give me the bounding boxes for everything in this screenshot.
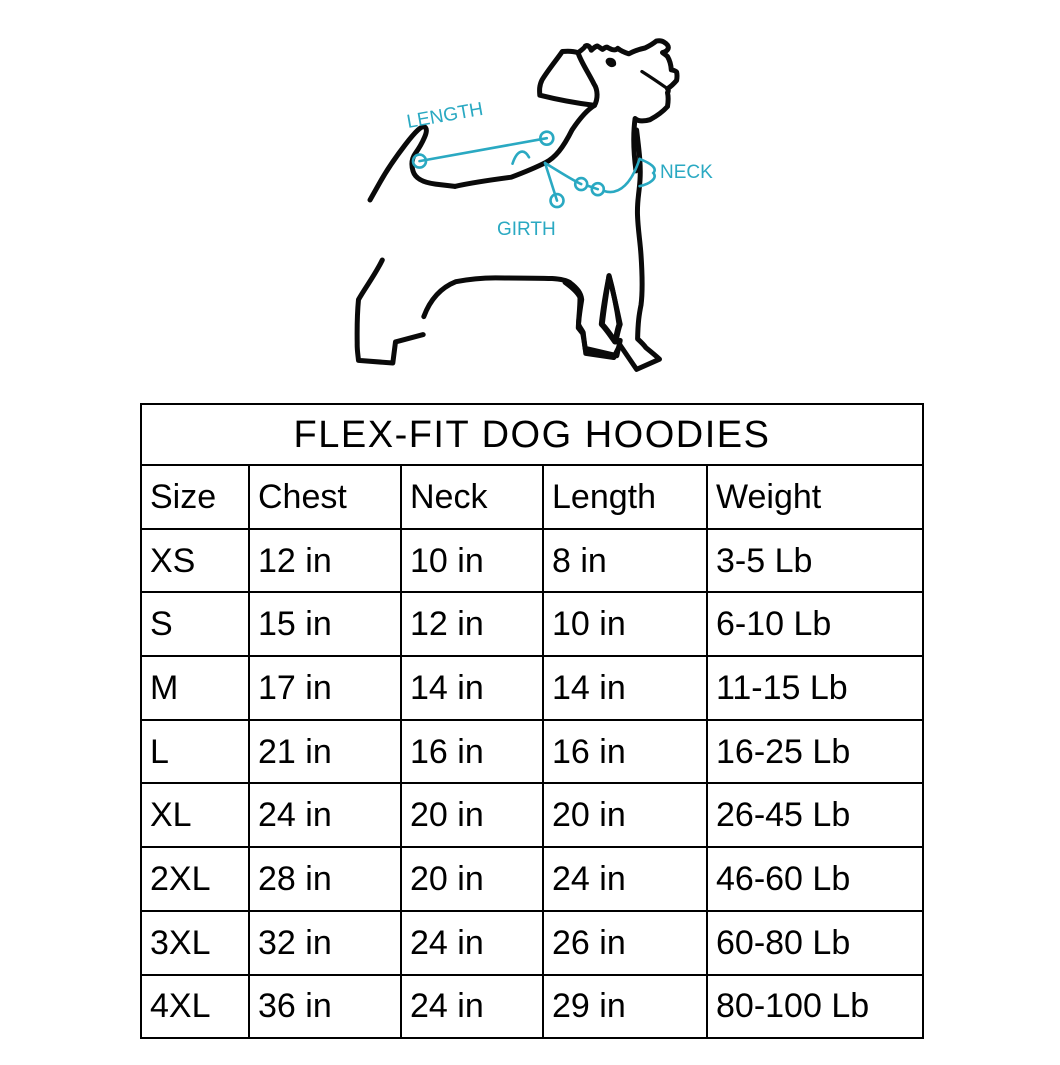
- svg-text:GIRTH: GIRTH: [497, 219, 556, 240]
- svg-text:NECK: NECK: [660, 162, 713, 183]
- svg-text:LENGTH: LENGTH: [405, 99, 485, 133]
